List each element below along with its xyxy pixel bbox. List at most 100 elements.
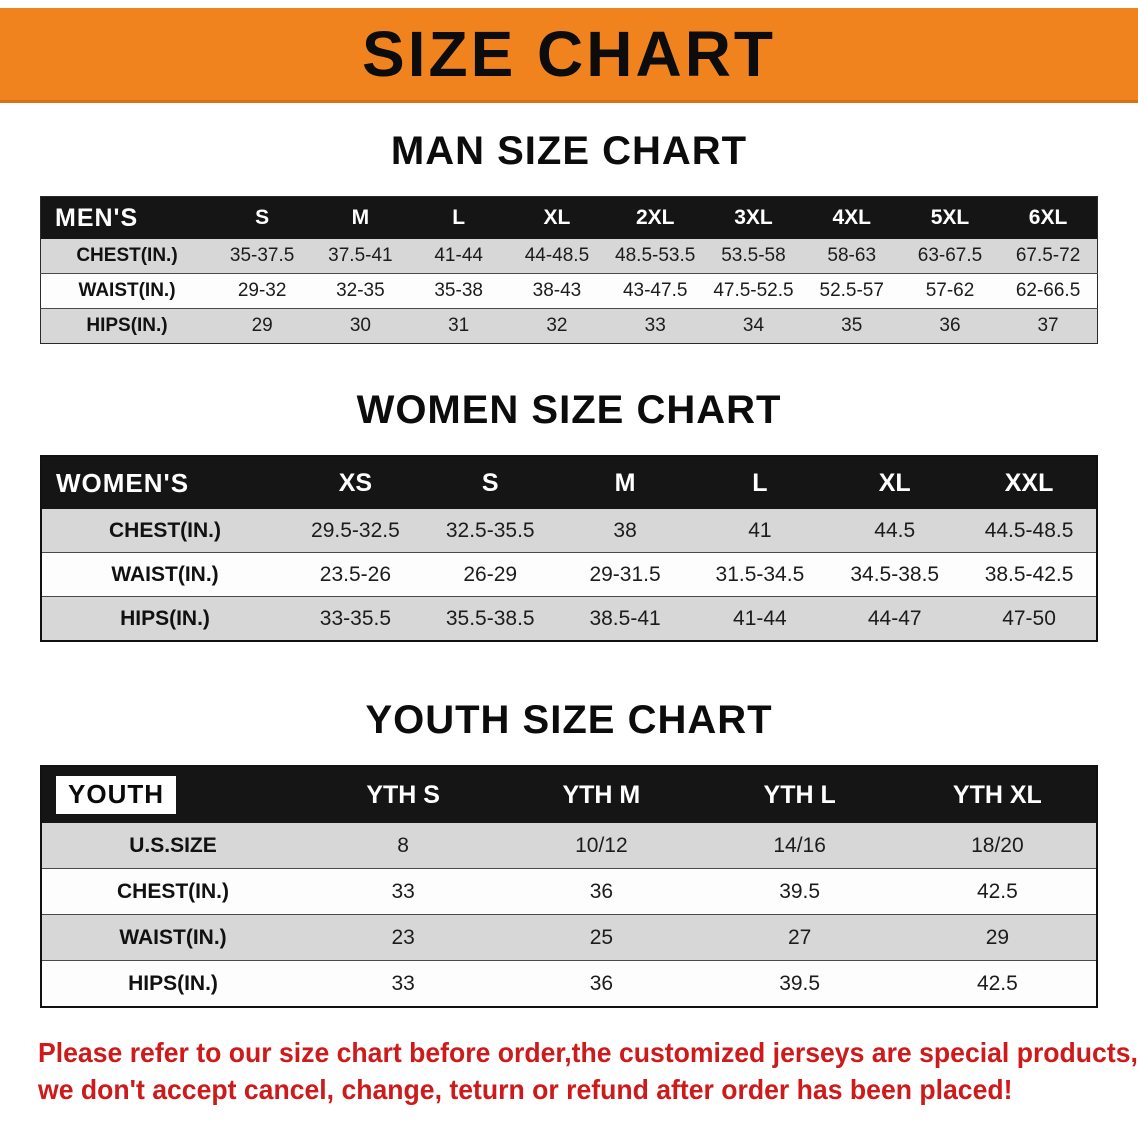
banner: SIZE CHART <box>0 8 1138 103</box>
size-value: 42.5 <box>976 971 1018 995</box>
size-value: 32.5-35.5 <box>422 509 558 553</box>
size-value: 8 <box>304 823 503 869</box>
row-label: CHEST(IN.) <box>40 239 213 274</box>
men-table-body: CHEST(IN.) 35-37.5 37.5-41 41-44 44-48.5 48.5… <box>40 239 1098 344</box>
table-row: HIPS(IN.) 29 30 31 32 33 34 35 36 37 <box>40 308 1098 344</box>
size-value: 27 <box>700 914 899 961</box>
men-table-header: MEN'S S M L XL 2XL 3XL 4XL 5XL 6XL <box>40 196 1098 239</box>
table-corner-text: WOMEN'S <box>56 467 190 498</box>
size-value: 10/12 <box>502 823 701 869</box>
size-value: 67.5-72 <box>999 239 1098 274</box>
section-men: MAN SIZE CHART MEN'S S M L XL 2XL 3XL 4XL 5XL 6XL… <box>0 129 1138 344</box>
size-value: 25 <box>502 914 701 961</box>
size-value: 63-67.5 <box>900 239 1000 274</box>
size-value: 58-63 <box>802 239 901 274</box>
table-row: WAIST(IN.) 23 25 27 29 <box>41 914 1097 961</box>
size-value: 42.5 <box>898 868 1097 915</box>
table-row: WAIST(IN.) 23.5-26 26-29 29-31.5 31.5-34.5 34… <box>41 552 1097 597</box>
table-corner-text: YOUTH <box>56 776 176 814</box>
size-value: 39.5 <box>700 868 899 915</box>
size-value: 39.5 <box>779 971 821 995</box>
size-column-header: XXL <box>962 456 1097 509</box>
size-value: 23.5-26 <box>288 552 423 597</box>
section-youth: YOUTH SIZE CHART YOUTH YTH S YTH M YTH L YTH… <box>0 698 1138 1008</box>
size-column-header: 6XL <box>999 196 1098 239</box>
size-value: 47.5-52.5 <box>704 273 803 309</box>
size-value: 41 <box>692 509 828 553</box>
table-row: CHEST(IN.) 33 36 39.5 42.5 <box>41 868 1097 915</box>
size-value: 44.5 <box>827 509 963 553</box>
size-value: 41-44 <box>409 239 508 274</box>
size-value: 29 <box>251 315 273 336</box>
notice-line-1: Please refer to our size chart before or… <box>38 1037 1138 1068</box>
size-value: 38.5-42.5 <box>962 552 1097 597</box>
size-value: 34.5-38.5 <box>827 552 963 597</box>
size-value: 32-35 <box>311 273 410 309</box>
size-value: 23 <box>304 914 503 961</box>
size-value: 38 <box>557 509 693 553</box>
row-label: WAIST(IN.) <box>40 273 213 309</box>
size-value: 32 <box>546 315 568 336</box>
size-column-header: YTH L <box>700 766 899 823</box>
size-value: 53.5-58 <box>704 239 803 274</box>
size-value: 34 <box>742 315 765 336</box>
size-value: 43-47.5 <box>606 273 705 309</box>
size-value: 29-31.5 <box>557 552 693 597</box>
size-value: 29-32 <box>213 273 312 309</box>
size-column-header: M <box>311 196 410 239</box>
women-table-body: CHEST(IN.) 29.5-32.5 32.5-35.5 38 41 44.5 44.5… <box>41 509 1097 641</box>
size-column-header: L <box>692 456 828 509</box>
size-value: 44.5-48.5 <box>962 509 1097 553</box>
footer-notice: Please refer to our size chart before or… <box>38 1034 1138 1108</box>
row-label: U.S.SIZE <box>41 823 304 869</box>
section-women: WOMEN SIZE CHART WOMEN'S XS S M L XL XXL CHEST… <box>0 388 1138 642</box>
women-section-title: WOMEN SIZE CHART <box>356 388 782 432</box>
page-title: SIZE CHART <box>362 18 776 90</box>
row-label: HIPS(IN.) <box>128 971 218 995</box>
size-column-header: S <box>213 196 312 239</box>
size-value: 57-62 <box>900 273 1000 309</box>
size-column-header: 4XL <box>802 196 901 239</box>
size-header-row: WOMEN'S XS S M L XL XXL <box>41 456 1097 509</box>
size-value: 35 <box>841 315 863 336</box>
size-column-header: YTH M <box>502 766 701 823</box>
row-label: HIPS(IN.) <box>86 315 168 336</box>
size-value: 18/20 <box>898 823 1097 869</box>
size-value: 33 <box>304 868 503 915</box>
men-section-title: MAN SIZE CHART <box>390 129 748 173</box>
size-value: 36 <box>589 971 614 995</box>
size-value: 37.5-41 <box>311 239 410 274</box>
size-column-header: S <box>422 456 558 509</box>
size-chart-page: SIZE CHART MAN SIZE CHART MEN'S S M L XL 2XL 3… <box>0 8 1138 1108</box>
youth-size-table: YOUTH YTH S YTH M YTH L YTH XL U.S.SIZE 8 10/1… <box>40 765 1098 1008</box>
men-size-table: MEN'S S M L XL 2XL 3XL 4XL 5XL 6XL CHEST(IN.) 35-3… <box>40 196 1098 344</box>
size-column-header: L <box>409 196 508 239</box>
size-value: 31.5-34.5 <box>692 552 828 597</box>
row-label: WAIST(IN.) <box>41 552 288 597</box>
size-value: 36 <box>502 868 701 915</box>
size-header-row: MEN'S S M L XL 2XL 3XL 4XL 5XL 6XL <box>40 196 1098 239</box>
size-column-header: YTH S <box>304 766 503 823</box>
table-row: HIPS(IN.) 33 36 39.5 42.5 <box>41 960 1097 1007</box>
table-corner-label: YOUTH <box>41 766 304 823</box>
size-column-header: YTH XL <box>898 766 1097 823</box>
size-column-header: 5XL <box>900 196 1000 239</box>
size-value: 14/16 <box>700 823 899 869</box>
table-corner-label: MEN'S <box>40 196 213 239</box>
size-column-header: XL <box>507 196 607 239</box>
table-corner-text: MEN'S <box>55 203 139 232</box>
size-value: 30 <box>349 315 371 336</box>
size-value: 33 <box>391 971 415 995</box>
size-value: 47-50 <box>1002 606 1056 630</box>
size-column-header: M <box>557 456 693 509</box>
size-value: 62-66.5 <box>999 273 1098 309</box>
youth-section-title: YOUTH SIZE CHART <box>365 698 773 742</box>
size-value: 52.5-57 <box>802 273 901 309</box>
size-value: 33 <box>644 315 666 336</box>
row-label: CHEST(IN.) <box>41 509 288 553</box>
size-value: 33-35.5 <box>319 606 392 630</box>
row-label: WAIST(IN.) <box>41 914 304 961</box>
size-value: 41-44 <box>733 606 787 630</box>
size-value: 29.5-32.5 <box>288 509 423 553</box>
table-row: HIPS(IN.) 33-35.5 35.5-38.5 38.5-41 41-44 44-… <box>41 596 1097 641</box>
